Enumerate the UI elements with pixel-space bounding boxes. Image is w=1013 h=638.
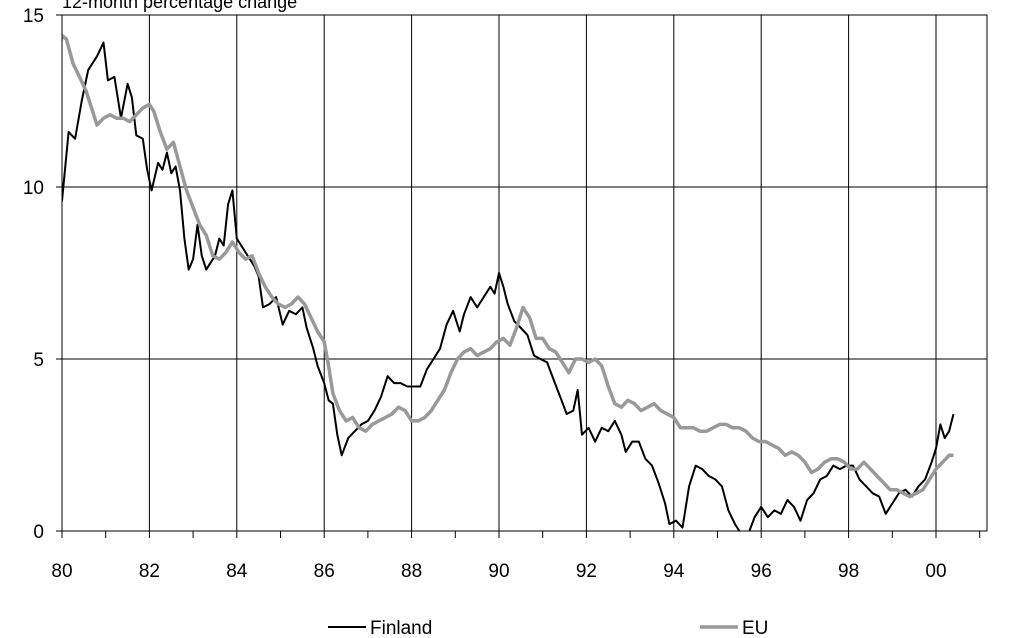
x-tick-label: 98 (838, 561, 859, 582)
x-tick-label: 88 (401, 561, 422, 582)
gridlines (62, 15, 987, 531)
x-tick-label: 90 (488, 561, 509, 582)
y-tick-label: 10 (23, 178, 44, 199)
x-tick-label: 00 (925, 561, 946, 582)
legend-label-finland: Finland (370, 618, 432, 638)
x-tick-label: 80 (51, 561, 72, 582)
series-lines (62, 33, 955, 531)
series-line-finland (62, 41, 955, 531)
y-axis-label: 12-month percentage change (62, 0, 297, 12)
plot-frame (61, 14, 988, 532)
x-tick-label: 84 (226, 561, 248, 582)
legend: Finland EU (328, 618, 768, 638)
x-tick-label: 94 (663, 561, 685, 582)
x-tick-label: 82 (139, 561, 160, 582)
x-tick-label: 92 (576, 561, 597, 582)
y-tick-label: 0 (33, 522, 44, 543)
x-tick-label: 96 (751, 561, 772, 582)
series-line-eu (62, 33, 954, 499)
x-tick-label: 86 (314, 561, 335, 582)
y-tick-label: 15 (23, 6, 44, 27)
legend-label-eu: EU (742, 618, 768, 638)
y-tick-label: 5 (33, 350, 44, 371)
